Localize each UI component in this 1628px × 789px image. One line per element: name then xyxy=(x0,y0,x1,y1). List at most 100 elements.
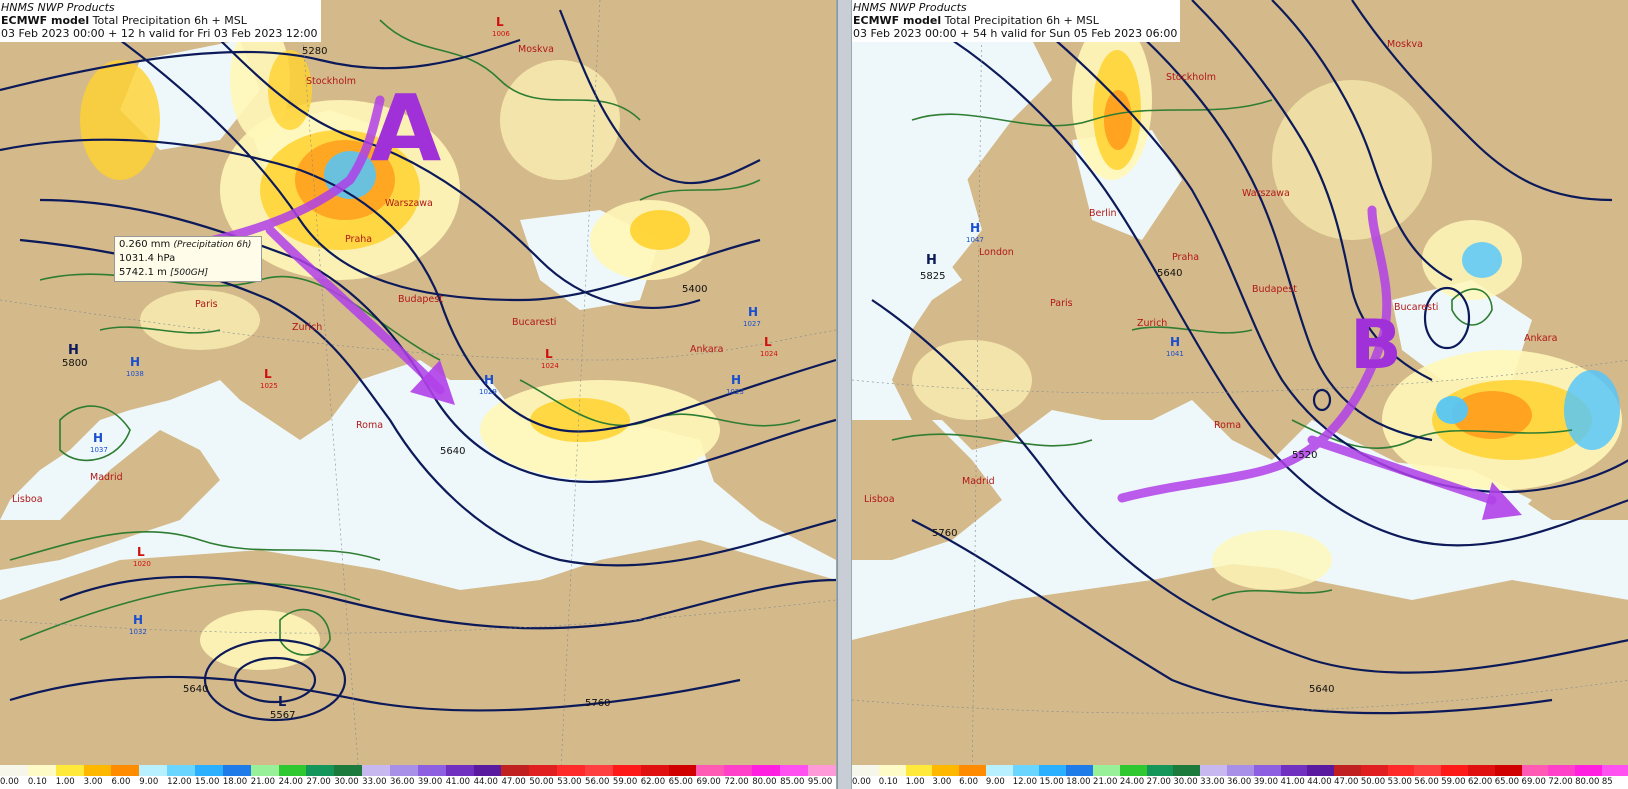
tooltip-height-desc: [500GH] xyxy=(170,268,209,278)
legend-swatch xyxy=(1146,765,1174,776)
legend-value: 21.00 xyxy=(1093,777,1118,787)
legend-swatch xyxy=(1334,765,1361,776)
legend-swatch xyxy=(1039,765,1067,776)
legend-value: 27.00 xyxy=(306,777,331,787)
legend-value: 47.00 xyxy=(1334,777,1359,787)
legend-swatch xyxy=(1173,765,1201,776)
geopotential-label: 5280 xyxy=(302,46,327,57)
legend-swatch xyxy=(959,765,986,776)
legend-swatch xyxy=(932,765,960,776)
legend-value: 6.00 xyxy=(959,777,979,787)
legend-value: 41.00 xyxy=(445,777,471,787)
legend-swatch xyxy=(557,765,586,776)
legend-value: 6.00 xyxy=(111,777,131,787)
precip-color-legend: 0.00 0.10 1.00 3.00 6.00 9.00 12.00 15.00 18.00 2… xyxy=(852,765,1628,789)
geopotential-label: 5760 xyxy=(932,528,957,539)
city-label: Lisboa xyxy=(12,494,43,505)
legend-swatch xyxy=(1119,765,1147,776)
legend-value: 9.00 xyxy=(139,777,159,787)
hover-tooltip: 0.260 mm (Precipitation 6h) 1031.4 hPa 5… xyxy=(114,236,262,282)
legend-swatch xyxy=(640,765,669,776)
legend-value: 24.00 xyxy=(278,777,303,787)
legend-swatch xyxy=(612,765,641,776)
legend-value: 44.00 xyxy=(473,777,498,787)
city-label: Madrid xyxy=(962,476,995,487)
high-pressure-value: 1038 xyxy=(126,370,144,378)
legend-value: 65.00 xyxy=(668,777,693,787)
legend-value: 1.00 xyxy=(905,777,925,787)
legend-value: 72.00 xyxy=(724,777,749,787)
precip-map-left: A Stockholm Moskva Warszawa Praha Budape… xyxy=(0,0,836,789)
model-name: ECMWF model xyxy=(1,14,90,27)
geopotential-label: 5760 xyxy=(585,698,610,709)
city-label: Stockholm xyxy=(1166,72,1216,83)
legend-swatch xyxy=(1226,765,1254,776)
tooltip-height-value: 5742.1 m xyxy=(119,267,167,278)
legend-value: 53.00 xyxy=(557,777,582,787)
legend-swatch xyxy=(55,765,84,776)
low-pressure-label: L xyxy=(764,335,772,349)
legend-value: 53.00 xyxy=(1387,777,1412,787)
legend-swatch xyxy=(1093,765,1120,776)
high-pressure-label: H xyxy=(130,355,140,369)
legend-swatch xyxy=(27,765,56,776)
geopotential-label: 5640 xyxy=(1157,268,1182,279)
city-label: Roma xyxy=(1214,420,1241,431)
legend-swatch xyxy=(780,765,808,776)
geopotential-label: 5640 xyxy=(440,446,465,457)
legend-swatch xyxy=(852,765,879,776)
low-pressure-label: L xyxy=(496,15,504,29)
precip-map-right: B Stockholm Moskva Berlin Warszawa Londo… xyxy=(852,0,1628,789)
city-label: Berlin xyxy=(1089,208,1117,219)
upper-low-label: L xyxy=(278,695,286,710)
legend-value: 27.00 xyxy=(1146,777,1171,787)
legend-value: 0.00 xyxy=(852,777,871,787)
low-pressure-value: 1024 xyxy=(760,350,778,358)
legend-value: 33.00 xyxy=(362,777,387,787)
legend-value: 30.00 xyxy=(334,777,359,787)
geopotential-label: 5640 xyxy=(183,684,208,695)
legend-value: 39.00 xyxy=(1253,777,1279,787)
validity-line: 03 Feb 2023 00:00 + 12 h valid for Fri 0… xyxy=(1,27,318,40)
legend-value: 0.00 xyxy=(0,777,19,787)
legend-value: 12.00 xyxy=(1012,777,1038,787)
legend-swatch xyxy=(1414,765,1442,776)
legend-swatch xyxy=(752,765,781,776)
low-pressure-value: 1006 xyxy=(492,30,510,38)
upper-low-value: 5567 xyxy=(270,710,295,721)
legend-swatch xyxy=(1253,765,1281,776)
high-pressure-value: 1023 xyxy=(726,388,744,396)
high-pressure-label: H xyxy=(731,373,741,387)
legend-value: 18.00 xyxy=(222,777,248,787)
legend-value: 18.00 xyxy=(1066,777,1091,787)
upper-high-label: H xyxy=(68,343,79,358)
city-label: Moskva xyxy=(518,44,554,55)
legend-swatch xyxy=(362,765,391,776)
legend-swatch xyxy=(473,765,502,776)
precip-color-legend: 0.00 0.10 1.00 3.00 6.00 9.00 12.00 15.00 18.00 2… xyxy=(0,765,836,789)
legend-value: 0.10 xyxy=(878,777,898,787)
legend-swatch xyxy=(1601,765,1628,776)
map-panel-left: A Stockholm Moskva Warszawa Praha Budape… xyxy=(0,0,837,789)
city-label: Paris xyxy=(1050,298,1073,309)
high-pressure-label: H xyxy=(93,431,103,445)
city-label: Ankara xyxy=(1524,333,1557,344)
city-label: Budapest xyxy=(398,294,443,305)
legend-value: 24.00 xyxy=(1119,777,1145,787)
legend-swatch xyxy=(334,765,363,776)
legend-value: 21.00 xyxy=(250,777,276,787)
legend-swatch xyxy=(0,765,28,776)
legend-value: 80.00 xyxy=(1575,777,1600,787)
annotation-letter: B xyxy=(1350,306,1402,385)
legend-value: 69.00 xyxy=(696,777,721,787)
geopotential-label: 5520 xyxy=(1292,450,1317,461)
legend-value: 36.00 xyxy=(1226,777,1252,787)
legend-value: 80.00 xyxy=(752,777,777,787)
city-label: Lisboa xyxy=(864,494,895,505)
city-label: Madrid xyxy=(90,472,123,483)
legend-swatch xyxy=(1200,765,1227,776)
legend-swatch xyxy=(1467,765,1495,776)
legend-value: 39.00 xyxy=(417,777,443,787)
legend-swatch xyxy=(1494,765,1522,776)
legend-swatch xyxy=(1360,765,1388,776)
